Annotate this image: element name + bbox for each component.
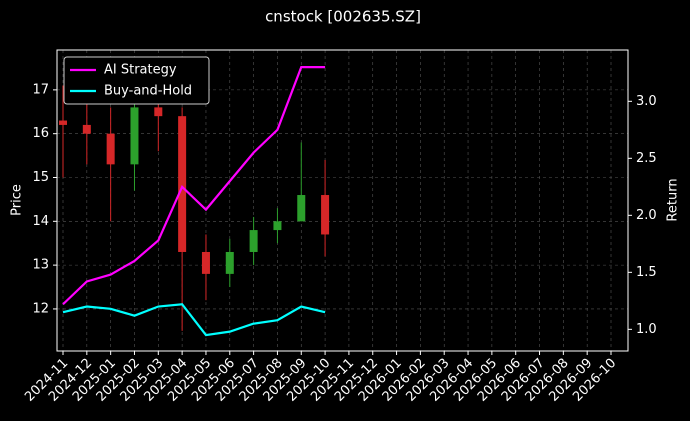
candle-body (178, 116, 187, 252)
candle-body (297, 195, 306, 222)
y-axis-label: Price (10, 184, 25, 216)
y-tick-label: 15 (32, 170, 49, 185)
y2-tick-label: 2.5 (636, 151, 657, 166)
candle-body (273, 221, 282, 231)
line-series (62, 303, 326, 337)
plot-frame (56, 49, 629, 352)
candle-body (59, 120, 67, 125)
chart-title: cnstock [002635.SZ] (265, 8, 421, 26)
candle-body (130, 107, 139, 165)
candle-body (225, 251, 234, 274)
y2-tick-label: 1.0 (636, 322, 657, 337)
line-series (62, 66, 326, 306)
legend-label: AI Strategy (104, 63, 177, 78)
y2-tick-label: 2.0 (636, 208, 657, 223)
y2-tick-label: 1.5 (636, 265, 657, 280)
y-tick-label: 13 (32, 258, 49, 273)
y-tick-label: 12 (32, 301, 49, 316)
candle-body (201, 251, 210, 274)
candle-body (249, 230, 258, 252)
candle-body (321, 195, 330, 235)
candle-body (106, 133, 115, 165)
y-tick-label: 14 (32, 214, 49, 229)
legend-label: Buy-and-Hold (104, 84, 192, 99)
candle-body (82, 124, 91, 134)
y2-tick-label: 3.0 (636, 94, 657, 109)
y2-axis-label: Return (666, 178, 681, 221)
candle-body (154, 107, 163, 117)
legend-box (63, 56, 210, 105)
y-tick-label: 16 (32, 126, 49, 141)
y-tick-label: 17 (32, 82, 49, 97)
